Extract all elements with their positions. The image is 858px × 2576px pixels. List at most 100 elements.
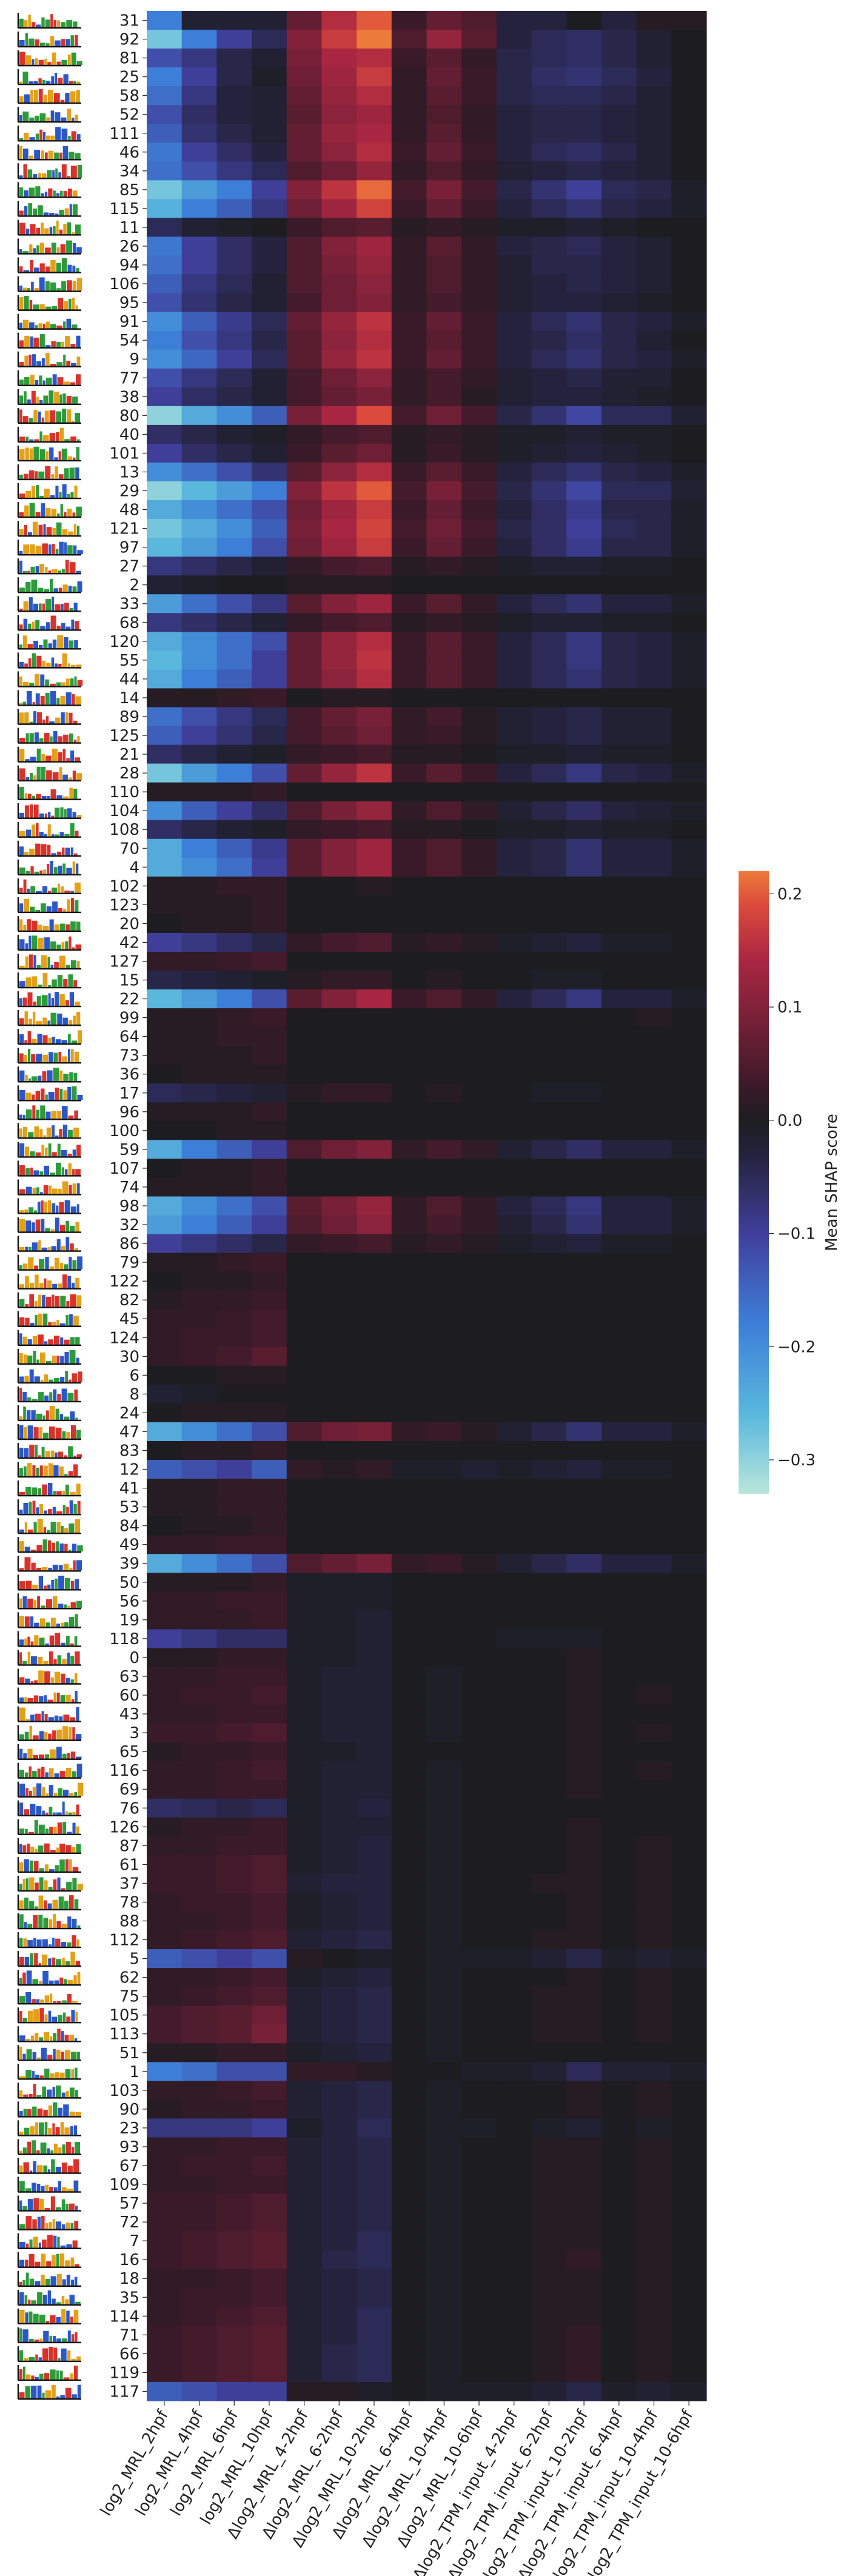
logo-letter — [71, 2147, 75, 2154]
heatmap-cell — [496, 1911, 532, 1931]
heatmap-cell — [636, 1234, 672, 1254]
logo-letter — [44, 489, 50, 498]
heatmap-cell — [531, 86, 567, 105]
heatmap-cell — [357, 2231, 392, 2251]
heatmap-cell — [216, 1554, 252, 1573]
heatmap-cell — [671, 575, 707, 595]
logo-letter — [69, 936, 72, 949]
heatmap-cell — [286, 1516, 323, 1536]
heatmap-cell — [496, 11, 532, 30]
heatmap-cell — [461, 1159, 497, 1179]
logo-letter — [53, 588, 58, 592]
logo-letter — [39, 1618, 45, 1627]
heatmap-cell — [426, 1384, 462, 1404]
motif-logo — [17, 2289, 81, 2306]
logo-letter — [77, 1545, 83, 1552]
heatmap-cell — [426, 857, 462, 877]
heatmap-cell — [601, 820, 637, 840]
heatmap-cell — [636, 1629, 672, 1649]
heatmap-cell — [286, 1083, 323, 1103]
logo-letter — [64, 381, 70, 385]
heatmap-cell — [531, 1102, 567, 1122]
heatmap-cell — [496, 1685, 532, 1705]
logo-letter — [19, 624, 23, 630]
motif-logo — [17, 276, 82, 292]
heatmap-cell — [321, 349, 357, 369]
heatmap-cell — [566, 1365, 602, 1385]
logo-letter — [67, 264, 72, 272]
logo-letter — [29, 1283, 35, 1288]
logo-letter — [19, 1884, 22, 1890]
logo-letter — [63, 224, 67, 235]
logo-letter — [76, 247, 82, 253]
heatmap-cell — [636, 820, 672, 840]
heatmap-cell — [671, 1761, 707, 1781]
heatmap-cell — [496, 67, 532, 87]
logo-letter — [64, 1528, 69, 1533]
logo-letter — [70, 1717, 76, 1721]
heatmap-cell — [601, 1290, 637, 1310]
motif-logo — [17, 1179, 81, 1196]
heatmap-cell — [531, 1121, 567, 1140]
logo-letter — [62, 146, 69, 159]
logo-letter — [64, 890, 70, 893]
heatmap-cell — [636, 744, 672, 764]
heatmap-cell — [566, 971, 602, 990]
logo-letter — [48, 1143, 52, 1157]
logo-letter — [57, 1877, 61, 1890]
logo-letter — [74, 2221, 79, 2229]
heatmap-cell — [531, 989, 567, 1009]
heatmap-cell — [252, 1704, 287, 1724]
heatmap-cell — [252, 1121, 287, 1140]
heatmap-cell — [461, 876, 497, 896]
heatmap-cell — [531, 2287, 567, 2307]
logo-letter — [52, 1507, 56, 1514]
heatmap-cell — [601, 199, 637, 219]
logo-letter — [36, 1545, 42, 1552]
logo-letter — [52, 2255, 56, 2267]
logo-letter — [76, 61, 82, 65]
logo-letter — [44, 1278, 47, 1288]
heatmap-cell — [321, 1836, 357, 1856]
logo-letter — [53, 93, 60, 103]
logo-letter — [32, 1188, 36, 1194]
heatmap-cell — [252, 895, 287, 915]
heatmap-cell — [321, 594, 357, 614]
logo-letter — [53, 2336, 56, 2342]
logo-letter — [41, 1711, 44, 1721]
heatmap-cell — [636, 1121, 672, 1140]
heatmap-cell — [671, 1403, 707, 1423]
heatmap-cell — [671, 1535, 707, 1554]
logo-letter — [73, 524, 76, 536]
heatmap-cell — [496, 971, 532, 990]
heatmap-cell — [181, 236, 217, 256]
logo-letter — [56, 61, 61, 65]
heatmap-cell — [147, 1384, 183, 1404]
heatmap-cell — [601, 293, 637, 313]
row-label: 119 — [109, 2364, 139, 2382]
heatmap-cell — [252, 726, 287, 746]
logo-letter — [25, 943, 28, 949]
logo-letter — [30, 336, 33, 347]
heatmap-cell — [181, 424, 217, 444]
logo-letter — [49, 1785, 53, 1796]
logo-letter — [24, 1011, 28, 1025]
heatmap-cell — [321, 2212, 357, 2232]
heatmap-cell — [601, 557, 637, 576]
heatmap-cell — [496, 218, 532, 238]
logo-letter — [58, 1052, 62, 1063]
logo-letter — [29, 299, 33, 310]
heatmap-cell — [531, 820, 567, 840]
heatmap-cell — [601, 1779, 637, 1799]
logo-letter — [72, 586, 77, 592]
heatmap-cell — [531, 1140, 567, 1159]
logo-letter — [22, 72, 28, 84]
heatmap-cell — [671, 1836, 707, 1856]
heatmap-cell — [636, 1685, 672, 1705]
heatmap-cell — [496, 1497, 532, 1517]
heatmap-cell — [671, 1365, 707, 1385]
heatmap-cell — [357, 236, 392, 256]
logo-letter — [59, 1844, 65, 1853]
logo-letter — [71, 847, 73, 855]
